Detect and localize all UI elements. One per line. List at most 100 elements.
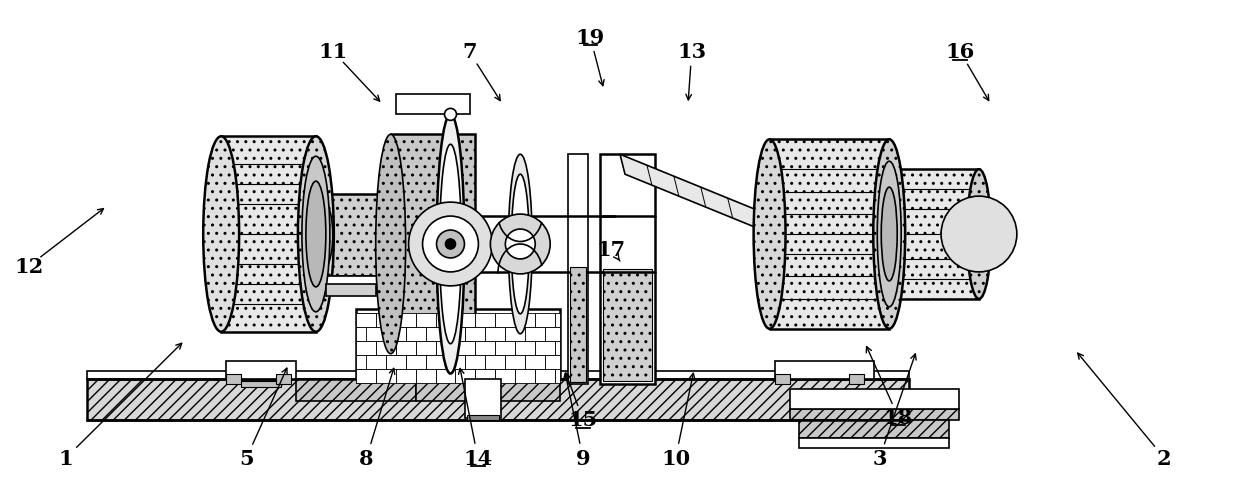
Bar (495, 313, 516, 327)
Bar (425, 327, 445, 341)
Circle shape (423, 216, 479, 272)
Text: 9: 9 (575, 448, 590, 468)
Bar (405, 355, 425, 369)
Bar (356, 313, 376, 327)
Bar (603, 269, 652, 381)
Bar (775, 361, 874, 379)
Bar (356, 369, 376, 383)
Bar (356, 327, 376, 341)
Bar (536, 341, 556, 355)
Bar (475, 369, 495, 383)
Bar (536, 313, 556, 327)
Bar (556, 341, 560, 355)
Bar (849, 374, 864, 384)
Ellipse shape (439, 145, 461, 344)
Bar (405, 327, 425, 341)
Bar (770, 140, 889, 329)
Bar (221, 137, 316, 332)
Bar (775, 374, 790, 384)
Bar (321, 195, 381, 276)
Bar (445, 355, 465, 369)
Bar (296, 379, 415, 401)
Bar (570, 267, 587, 382)
Ellipse shape (754, 140, 785, 329)
Ellipse shape (298, 137, 334, 332)
Bar (546, 355, 560, 369)
Bar (435, 341, 455, 355)
Ellipse shape (877, 162, 901, 307)
Bar (356, 355, 376, 369)
Bar (391, 135, 475, 354)
Bar (455, 369, 475, 383)
Bar (415, 341, 435, 355)
Bar (526, 327, 546, 341)
Text: 7: 7 (463, 42, 476, 62)
Bar (495, 341, 516, 355)
Text: 11: 11 (319, 42, 347, 62)
Bar (790, 389, 959, 408)
Ellipse shape (376, 135, 405, 354)
Bar (396, 369, 415, 383)
Bar (506, 355, 526, 369)
Ellipse shape (436, 115, 465, 374)
Text: 13: 13 (677, 42, 707, 62)
Bar (356, 327, 376, 341)
Circle shape (445, 240, 455, 250)
Bar (386, 355, 405, 369)
Bar (568, 155, 588, 384)
Ellipse shape (882, 188, 898, 281)
Bar (445, 327, 465, 341)
Bar (495, 369, 516, 383)
Bar (526, 355, 546, 369)
Bar (87, 379, 909, 420)
Bar (226, 361, 296, 379)
Bar (600, 155, 655, 384)
Bar (396, 313, 415, 327)
Bar (536, 369, 556, 383)
Bar (546, 327, 560, 341)
Text: 1: 1 (58, 448, 73, 468)
Bar (889, 170, 978, 299)
Text: 2: 2 (1157, 448, 1172, 468)
Bar (455, 341, 475, 355)
Bar (322, 276, 378, 292)
Bar (435, 313, 455, 327)
Bar (277, 374, 291, 384)
Text: 17: 17 (596, 240, 626, 260)
Text: 19: 19 (575, 28, 605, 48)
Bar (475, 341, 495, 355)
Bar (556, 369, 560, 383)
Bar (425, 355, 445, 369)
Bar (396, 95, 470, 115)
Bar (396, 341, 415, 355)
Bar (376, 313, 396, 327)
Bar (800, 420, 949, 439)
Bar (356, 341, 376, 355)
Bar (475, 313, 495, 327)
Bar (366, 355, 386, 369)
Text: 10: 10 (661, 448, 691, 468)
Ellipse shape (203, 137, 239, 332)
Ellipse shape (306, 182, 326, 287)
Ellipse shape (309, 199, 332, 272)
Bar (790, 408, 959, 420)
Ellipse shape (967, 170, 991, 299)
Bar (516, 341, 536, 355)
Polygon shape (620, 155, 760, 229)
Text: 14: 14 (464, 448, 492, 468)
Text: 16: 16 (945, 42, 975, 62)
Bar (226, 374, 241, 384)
Bar (465, 379, 501, 419)
Circle shape (444, 109, 456, 121)
Bar (556, 313, 560, 327)
Circle shape (941, 197, 1017, 272)
Bar (326, 284, 376, 296)
Bar (455, 313, 475, 327)
Text: 15: 15 (568, 409, 598, 430)
Bar (465, 355, 485, 369)
Bar (415, 313, 435, 327)
Bar (376, 369, 396, 383)
Bar (356, 341, 376, 355)
Bar (516, 313, 536, 327)
Text: 5: 5 (239, 448, 254, 468)
